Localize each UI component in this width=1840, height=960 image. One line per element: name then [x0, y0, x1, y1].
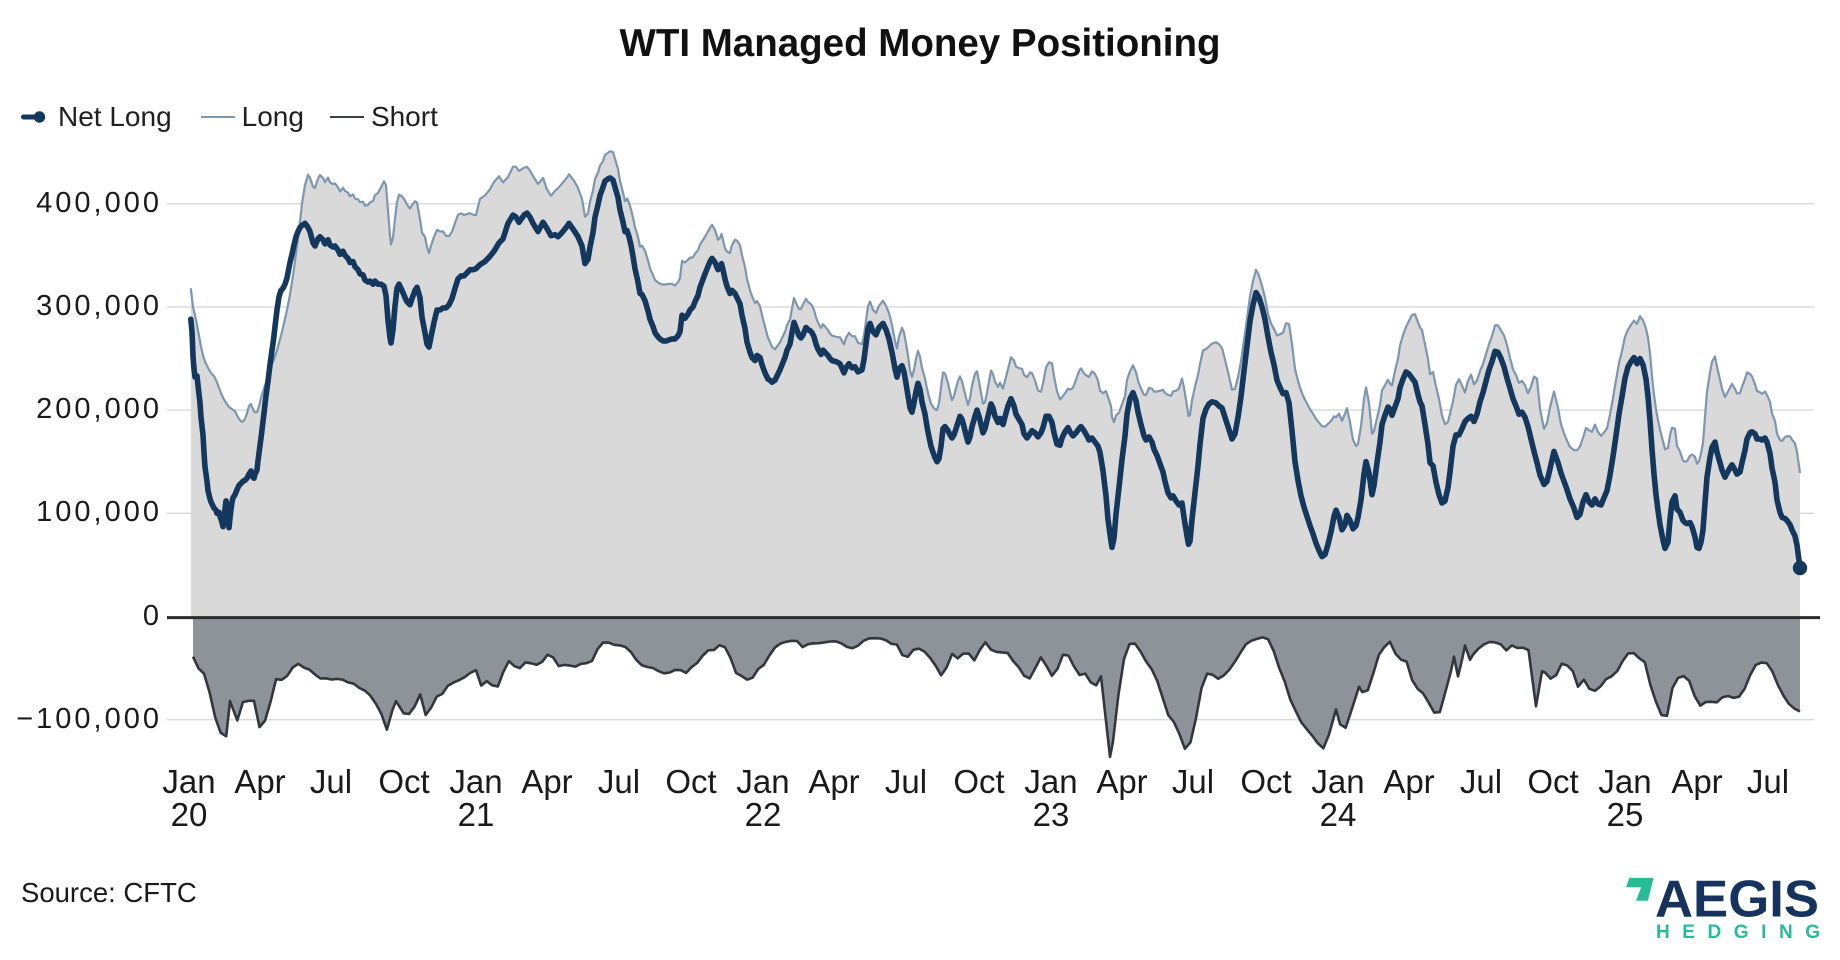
- svg-text:AEGIS: AEGIS: [1655, 870, 1819, 928]
